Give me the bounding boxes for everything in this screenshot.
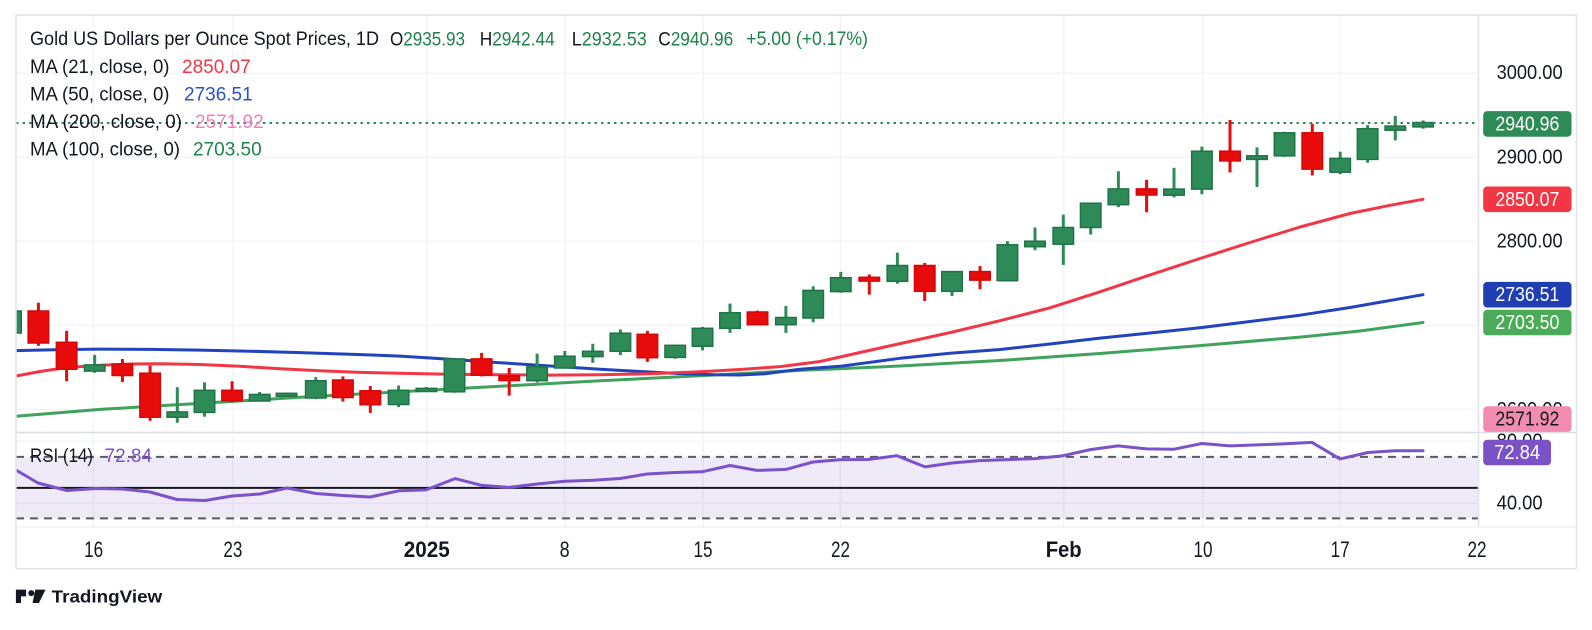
svg-text:Feb: Feb: [1046, 537, 1082, 562]
svg-text:22: 22: [1468, 537, 1487, 562]
svg-text:10: 10: [1194, 537, 1213, 562]
svg-text:15: 15: [694, 537, 713, 562]
svg-text:2900.00: 2900.00: [1497, 146, 1563, 168]
svg-text:22: 22: [831, 537, 850, 562]
svg-text:2571.92: 2571.92: [1495, 409, 1559, 431]
svg-text:2025: 2025: [404, 537, 450, 562]
svg-text:L2932.53: L2932.53: [572, 29, 647, 50]
svg-text:40.00: 40.00: [1497, 492, 1543, 514]
svg-text:TradingView: TradingView: [52, 587, 163, 607]
svg-text:MA (100, close, 0)2703.50: MA (100, close, 0) 2703.50: [30, 139, 262, 160]
svg-text:2703.50: 2703.50: [1495, 312, 1559, 334]
svg-text:+5.00 (+0.17%): +5.00 (+0.17%): [746, 29, 868, 50]
svg-text:2800.00: 2800.00: [1497, 230, 1563, 252]
svg-text:16: 16: [84, 537, 103, 562]
svg-text:MA (21, close, 0)2850.07: MA (21, close, 0) 2850.07: [30, 57, 251, 78]
svg-text:Gold US Dollars per Ounce Spot: Gold US Dollars per Ounce Spot Prices, 1…: [30, 29, 379, 50]
svg-text:17: 17: [1331, 537, 1350, 562]
svg-text:2940.96: 2940.96: [1495, 113, 1559, 135]
svg-text:3000.00: 3000.00: [1497, 62, 1563, 84]
svg-text:O2935.93: O2935.93: [390, 29, 465, 50]
svg-text:2736.51: 2736.51: [1495, 284, 1559, 306]
svg-text:8: 8: [560, 537, 570, 562]
svg-text:H2942.44: H2942.44: [480, 29, 555, 50]
svg-text:MA (50, close, 0)2736.51: MA (50, close, 0) 2736.51: [30, 84, 253, 105]
svg-text:C2940.96: C2940.96: [658, 29, 733, 50]
svg-text:72.84: 72.84: [1494, 442, 1540, 464]
svg-text:23: 23: [223, 537, 242, 562]
svg-text:2850.07: 2850.07: [1495, 189, 1559, 211]
svg-text:MA (200, close, 0)2571.92: MA (200, close, 0) 2571.92: [30, 112, 264, 133]
svg-text:RSI (14)72.84: RSI (14) 72.84: [30, 446, 152, 467]
